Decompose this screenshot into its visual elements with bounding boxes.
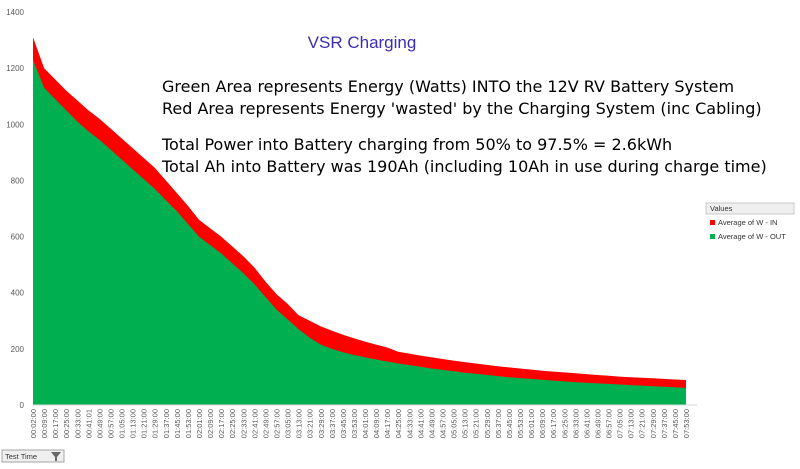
x-tick-label: 04:01:00 [361,409,370,438]
y-tick-label: 200 [11,345,25,354]
x-tick-label: 00:41:01 [84,409,93,438]
x-tick-label: 02:09:00 [206,409,215,438]
x-tick-label: 02:25:00 [228,409,237,438]
x-tick-label: 03:05:00 [284,409,293,438]
x-tick-label: 05:05:00 [450,409,459,438]
field-button[interactable]: Test Time [1,449,65,463]
legend-swatch [710,234,715,239]
x-tick-label: 02:33:00 [239,409,248,438]
x-tick-label: 06:49:00 [593,409,602,438]
x-tick-label: 06:57:00 [605,409,614,438]
x-tick-label: 04:57:00 [439,409,448,438]
x-tick-label: 01:13:00 [129,409,138,438]
x-tick-label: 01:37:00 [162,409,171,438]
legend-header [705,202,795,215]
x-tick-label: 06:09:00 [538,409,547,438]
x-tick-label: 01:53:00 [184,409,193,438]
x-tick-label: 06:01:00 [527,409,536,438]
x-tick-label: 07:13:00 [627,409,636,438]
x-tick-label: 04:17:00 [383,409,392,438]
x-tick-label: 04:49:00 [427,409,436,438]
annotation: Red Area represents Energy 'wasted' by t… [162,99,762,118]
x-tick-label: 04:41:00 [416,409,425,438]
x-tick-label: 06:41:00 [582,409,591,438]
x-tick-label: 03:29:00 [317,409,326,438]
x-tick-label: 06:25:00 [560,409,569,438]
x-tick-label: 05:37:00 [494,409,503,438]
x-tick-label: 04:25:00 [394,409,403,438]
legend-swatch [710,220,715,225]
y-tick-label: 600 [11,233,25,242]
x-tick-label: 00:09:00 [40,409,49,438]
legend-title: Values [710,204,733,213]
y-tick-label: 1400 [6,8,24,17]
y-tick-label: 400 [11,289,25,298]
x-tick-label: 02:41:00 [250,409,259,438]
x-tick-label: 07:45:00 [671,409,680,438]
x-tick-label: 05:29:00 [483,409,492,438]
x-tick-label: 02:57:00 [272,409,281,438]
x-tick-label: 05:53:00 [516,409,525,438]
x-tick-label: 05:45:00 [505,409,514,438]
x-tick-label: 00:25:00 [62,409,71,438]
x-tick-label: 05:21:00 [472,409,481,438]
x-tick-label: 07:37:00 [660,409,669,438]
y-tick-label: 800 [11,176,25,185]
y-tick-label: 0 [20,401,25,410]
chart-title: VSR Charging [308,33,417,52]
x-tick-label: 07:29:00 [649,409,658,438]
x-tick-label: 00:02:00 [29,409,38,438]
x-tick-label: 00:33:00 [73,409,82,438]
x-tick-label: 01:29:00 [151,409,160,438]
x-tick-label: 07:53:00 [682,409,691,438]
x-tick-label: 03:21:00 [306,409,315,438]
y-tick-label: 1200 [6,64,24,73]
x-tick-label: 02:01:00 [195,409,204,438]
x-tick-label: 00:57:00 [106,409,115,438]
area [33,59,686,405]
x-tick-label: 07:05:00 [616,409,625,438]
x-tick-label: 00:49:00 [95,409,104,438]
filter-icon [51,452,61,461]
field-button-box [1,449,65,463]
field-button-label: Test Time [5,452,37,461]
x-tick-label: 03:37:00 [328,409,337,438]
x-tick-label: 02:49:00 [261,409,270,438]
annotation: Green Area represents Energy (Watts) INT… [162,77,734,96]
x-tick-label: 03:53:00 [350,409,359,438]
legend-label: Average of W - OUT [718,232,786,241]
annotation: Total Power into Battery charging from 5… [161,135,672,154]
legend-label: Average of W - IN [718,218,777,227]
annotation: Total Ah into Battery was 190Ah (includi… [161,157,767,176]
x-tick-label: 01:21:00 [140,409,149,438]
x-tick-label: 01:05:00 [118,409,127,438]
y-tick-label: 1000 [6,120,24,129]
x-tick-label: 00:17:00 [51,409,60,438]
x-tick-label: 06:33:00 [571,409,580,438]
x-tick-label: 06:17:00 [549,409,558,438]
x-tick-label: 02:17:00 [217,409,226,438]
x-tick-label: 01:45:00 [173,409,182,438]
x-tick-label: 07:21:00 [638,409,647,438]
x-tick-label: 04:33:00 [405,409,414,438]
x-tick-label: 03:45:00 [339,409,348,438]
x-tick-label: 03:13:00 [295,409,304,438]
x-tick-label: 04:09:00 [372,409,381,438]
x-tick-label: 05:13:00 [461,409,470,438]
